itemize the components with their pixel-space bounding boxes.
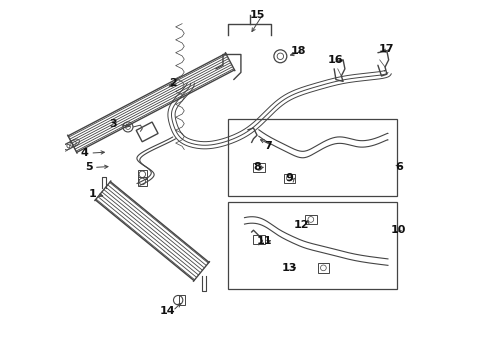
Text: 7: 7: [264, 141, 271, 151]
Bar: [228, 119, 396, 196]
Bar: [137, 177, 147, 186]
Text: 5: 5: [84, 162, 92, 172]
Text: 4: 4: [81, 148, 89, 158]
Text: 9: 9: [285, 173, 293, 183]
Text: 12: 12: [293, 220, 309, 230]
Bar: [137, 170, 147, 179]
Text: 14: 14: [159, 306, 175, 316]
Bar: [283, 174, 294, 183]
Text: 13: 13: [281, 263, 296, 273]
Text: 1: 1: [88, 189, 96, 199]
Text: 17: 17: [378, 44, 393, 54]
Text: 6: 6: [394, 162, 402, 172]
Text: 18: 18: [290, 46, 305, 56]
Circle shape: [139, 178, 145, 185]
Text: 2: 2: [168, 78, 176, 88]
Bar: [179, 296, 185, 305]
Text: 8: 8: [253, 162, 261, 172]
Bar: [253, 163, 264, 172]
Text: 10: 10: [390, 225, 406, 235]
Text: 11: 11: [256, 236, 271, 246]
Bar: [136, 122, 158, 142]
Text: 16: 16: [327, 55, 343, 65]
Bar: [305, 215, 316, 224]
Bar: [317, 263, 328, 273]
Circle shape: [139, 171, 145, 177]
Bar: [253, 234, 264, 244]
Text: 15: 15: [249, 10, 264, 20]
Bar: [228, 202, 396, 289]
Text: 3: 3: [110, 120, 117, 129]
